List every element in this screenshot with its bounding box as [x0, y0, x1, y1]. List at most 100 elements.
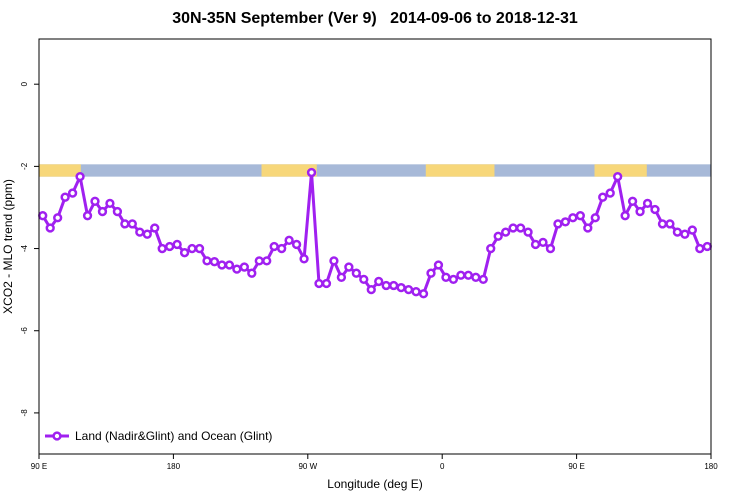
y-tick-label: -6: [20, 327, 29, 335]
x-axis-label: Longitude (deg E): [327, 477, 422, 491]
data-point: [344, 262, 354, 272]
data-point: [366, 284, 376, 295]
x-tick-label: 180: [704, 462, 718, 471]
legend-marker-swatch: [52, 431, 62, 441]
data-point: [314, 278, 324, 289]
data-point: [120, 219, 130, 229]
data-point: [90, 196, 100, 206]
data-point: [471, 272, 481, 282]
data-point: [374, 276, 384, 287]
data-point: [501, 227, 511, 237]
data-point: [329, 256, 339, 266]
y-axis: 0 -2 -4 -6 -8: [20, 81, 39, 416]
data-point: [209, 257, 220, 267]
data-point: [403, 284, 414, 295]
data-point: [150, 223, 160, 233]
data-point: [605, 188, 615, 198]
data-point: [67, 188, 78, 198]
data-point: [613, 171, 623, 182]
data-point: [583, 223, 593, 233]
data-point: [38, 211, 48, 221]
x-tick-label: 90 E: [31, 462, 47, 471]
data-point: [269, 241, 279, 252]
data-point: [97, 206, 108, 217]
data-point: [135, 227, 145, 237]
ocean-band: [39, 164, 711, 177]
chart-title: 30N-35N September (Ver 9) 2014-09-06 to …: [172, 10, 578, 27]
data-point: [448, 274, 459, 285]
data-point: [560, 217, 571, 227]
data-point: [486, 243, 496, 254]
data-point: [426, 268, 436, 278]
data-point: [695, 243, 705, 254]
y-axis-label: XCO2 - MLO trend (ppm): [1, 179, 15, 314]
data-point: [433, 260, 444, 270]
data-point: [232, 264, 242, 274]
plot-frame: [38, 38, 712, 455]
data-point: [82, 211, 93, 221]
data-point: [389, 280, 399, 291]
data-point: [284, 235, 294, 245]
data-point: [299, 254, 309, 264]
data-point: [187, 243, 197, 254]
data-point: [179, 248, 190, 258]
data-point: [321, 278, 332, 289]
data-point: [530, 239, 541, 250]
data-point: [291, 239, 302, 250]
data-point: [157, 243, 167, 254]
data-point: [523, 227, 533, 237]
series-layer: [38, 167, 712, 299]
data-point: [217, 260, 227, 270]
land-band-segment: [261, 164, 317, 177]
data-point: [635, 206, 645, 217]
data-point: [650, 204, 660, 215]
land-band-segment: [39, 164, 81, 177]
data-point: [396, 282, 406, 293]
data-point: [620, 211, 630, 221]
y-tick-label: -2: [20, 162, 29, 170]
data-point: [545, 243, 556, 254]
y-tick-label: -4: [20, 244, 29, 252]
data-point: [441, 272, 451, 282]
data-point: [172, 239, 182, 250]
legend: Land (Nadir&Glint) and Ocean (Glint): [45, 429, 272, 443]
data-point: [247, 268, 257, 278]
data-point: [277, 243, 287, 254]
data-point: [411, 287, 421, 297]
data-point: [105, 198, 115, 209]
data-point: [351, 268, 361, 278]
data-point: [672, 227, 683, 237]
x-axis: 90 E 180 90 W 0 90 E 180: [31, 454, 718, 471]
surface-band: [39, 164, 711, 177]
data-point: [202, 256, 212, 266]
data-point: [456, 270, 466, 280]
x-tick-label: 180: [167, 462, 181, 471]
x-tick-label: 90 W: [298, 462, 317, 471]
data-point: [75, 171, 85, 182]
data-point: [493, 231, 503, 241]
data-point: [538, 237, 548, 248]
data-point: [359, 274, 369, 285]
data-point: [575, 211, 585, 221]
data-point: [165, 241, 175, 252]
data-point: [657, 219, 668, 229]
x-tick-label: 90 E: [568, 462, 584, 471]
data-point: [224, 260, 235, 270]
data-point: [142, 229, 152, 239]
data-point: [262, 256, 272, 266]
data-point: [568, 213, 578, 223]
data-point: [508, 223, 518, 233]
data-point: [598, 192, 608, 202]
data-point: [254, 256, 264, 266]
y-tick-label: -8: [20, 409, 29, 417]
data-point: [680, 229, 690, 239]
land-band-segment: [594, 164, 647, 177]
data-point: [194, 243, 205, 254]
data-point: [306, 167, 317, 178]
x-tick-label: 0: [440, 462, 445, 471]
data-point: [627, 196, 638, 206]
data-point: [687, 225, 697, 235]
data-point: [112, 206, 123, 217]
data-point: [60, 192, 70, 202]
legend-label: Land (Nadir&Glint) and Ocean (Glint): [75, 429, 272, 443]
